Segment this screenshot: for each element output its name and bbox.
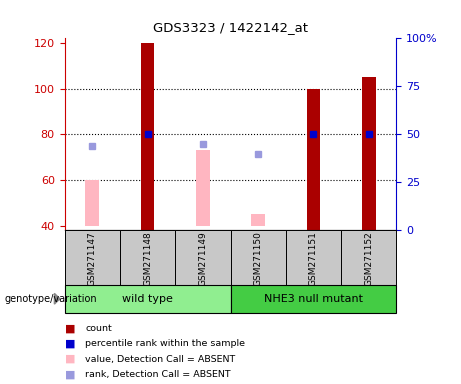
- Text: wild type: wild type: [122, 294, 173, 304]
- Text: ■: ■: [65, 354, 75, 364]
- Bar: [196, 151, 210, 226]
- Text: GDS3323 / 1422142_at: GDS3323 / 1422142_at: [153, 21, 308, 34]
- Bar: [251, 214, 265, 226]
- Bar: [307, 89, 320, 230]
- Text: NHE3 null mutant: NHE3 null mutant: [264, 294, 363, 304]
- Text: value, Detection Call = ABSENT: value, Detection Call = ABSENT: [85, 354, 236, 364]
- Text: GSM271152: GSM271152: [364, 231, 373, 286]
- Bar: [362, 77, 376, 230]
- Bar: [230, 285, 396, 313]
- Bar: [175, 230, 230, 286]
- Bar: [85, 180, 99, 226]
- Bar: [65, 230, 120, 286]
- Bar: [230, 230, 286, 286]
- Text: GSM271151: GSM271151: [309, 231, 318, 286]
- Polygon shape: [54, 293, 60, 304]
- Text: genotype/variation: genotype/variation: [5, 294, 97, 304]
- Text: rank, Detection Call = ABSENT: rank, Detection Call = ABSENT: [85, 370, 231, 379]
- Text: count: count: [85, 324, 112, 333]
- Text: GSM271150: GSM271150: [254, 231, 263, 286]
- Bar: [65, 285, 230, 313]
- Text: ■: ■: [65, 339, 75, 349]
- Text: ■: ■: [65, 323, 75, 333]
- Bar: [286, 230, 341, 286]
- Text: GSM271148: GSM271148: [143, 231, 152, 286]
- Bar: [120, 230, 175, 286]
- Text: GSM271149: GSM271149: [198, 231, 207, 286]
- Bar: [141, 43, 154, 230]
- Text: ■: ■: [65, 369, 75, 379]
- Bar: [341, 230, 396, 286]
- Text: GSM271147: GSM271147: [88, 231, 97, 286]
- Text: percentile rank within the sample: percentile rank within the sample: [85, 339, 245, 348]
